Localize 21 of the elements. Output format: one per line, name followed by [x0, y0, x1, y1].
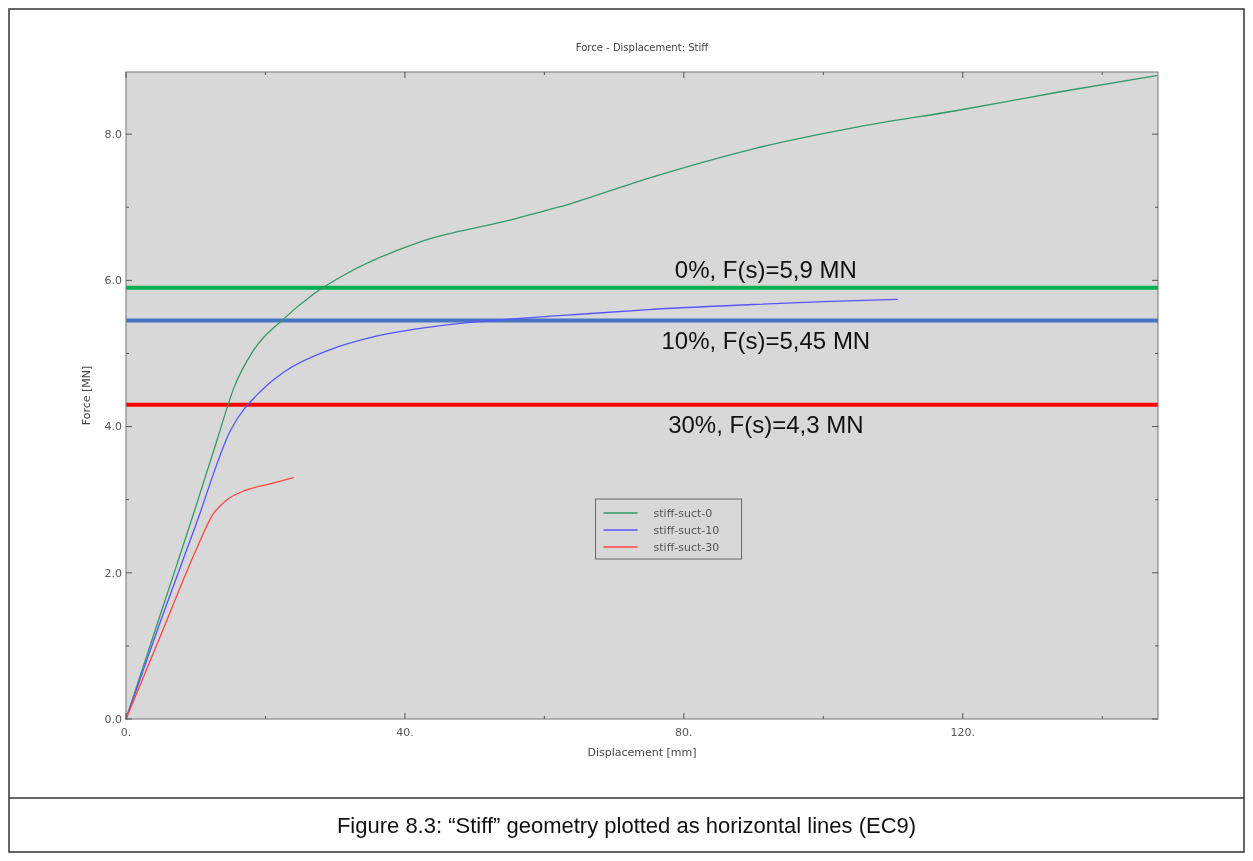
y-tick-label: 8.0	[104, 127, 122, 141]
x-tick-label: 80.	[675, 726, 693, 739]
x-tick-label: 40.	[396, 726, 414, 739]
x-tick-label: 120.	[950, 726, 976, 739]
legend-label: stiff-suct-10	[653, 523, 720, 537]
legend-label: stiff-suct-30	[653, 540, 720, 554]
line-series	[125, 75, 1158, 720]
y-tick-label: 6.0	[104, 274, 122, 288]
ref-line-label: 0%, F(s)=5,9 MN	[674, 255, 857, 283]
y-axis-title: Force [MN]	[80, 365, 93, 426]
x-tick-label: 0.	[120, 726, 132, 739]
line-series	[125, 477, 294, 720]
x-axis-title: Displacement [mm]	[587, 746, 697, 759]
caption: Figure 8.3: “Stiff” geometry plotted as horizontal lines (EC9)	[336, 813, 917, 838]
ref-line-label: 10%, F(s)=5,45 MN	[661, 326, 871, 354]
y-tick-label: 0.0	[104, 712, 122, 726]
legend-label: stiff-suct-0	[653, 506, 713, 520]
y-tick-label: 2.0	[104, 566, 122, 580]
chart-title: Force - Displacement: Stiff	[575, 42, 710, 53]
y-tick-label: 4.0	[104, 420, 122, 434]
ref-line-label: 30%, F(s)=4,3 MN	[668, 410, 864, 438]
